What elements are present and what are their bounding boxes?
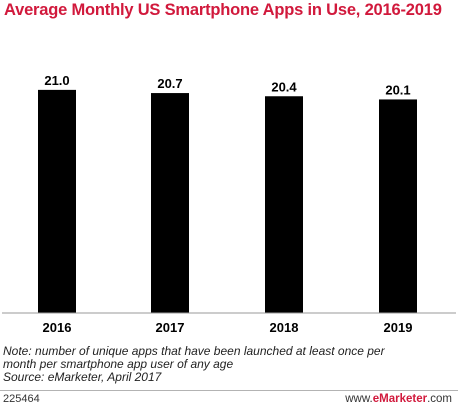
data-label-2017: 20.7 — [157, 76, 182, 91]
brand-link[interactable]: www.eMarketer.com — [345, 392, 452, 406]
data-label-2018: 20.4 — [271, 79, 297, 94]
chart-title: Average Monthly US Smartphone Apps in Us… — [4, 1, 442, 19]
bar-2019 — [379, 99, 417, 313]
source-line: Source: eMarketer, April 2017 — [3, 370, 162, 384]
x-tick-label-2018: 2018 — [270, 320, 299, 335]
bars-layer — [38, 89, 417, 313]
bar-2017 — [151, 93, 189, 313]
x-tick-label-2016: 2016 — [43, 320, 72, 335]
note-line: Note: number of unique apps that have be… — [3, 344, 385, 358]
chart-notes: Note: number of unique apps that have be… — [3, 345, 455, 384]
brand-prefix: www. — [345, 393, 373, 405]
x-tick-label-2019: 2019 — [384, 320, 413, 335]
x-tick-label-2017: 2017 — [156, 320, 185, 335]
bar-2016 — [38, 89, 76, 313]
brand-name: eMarketer — [372, 393, 428, 405]
footer-divider — [0, 390, 458, 391]
labels-layer: 21.0 2016 20.7 2017 20.4 2018 20.1 2019 — [43, 73, 413, 335]
note-line: month per smartphone app user of any age — [3, 357, 234, 371]
data-label-2019: 20.1 — [385, 82, 410, 97]
chart-id: 225464 — [3, 393, 40, 405]
bar-2018 — [265, 96, 303, 313]
brand-suffix: .com — [427, 393, 452, 405]
data-label-2016: 21.0 — [44, 73, 69, 88]
bar-chart: 21.0 2016 20.7 2017 20.4 2018 20.1 2019 — [2, 73, 456, 335]
